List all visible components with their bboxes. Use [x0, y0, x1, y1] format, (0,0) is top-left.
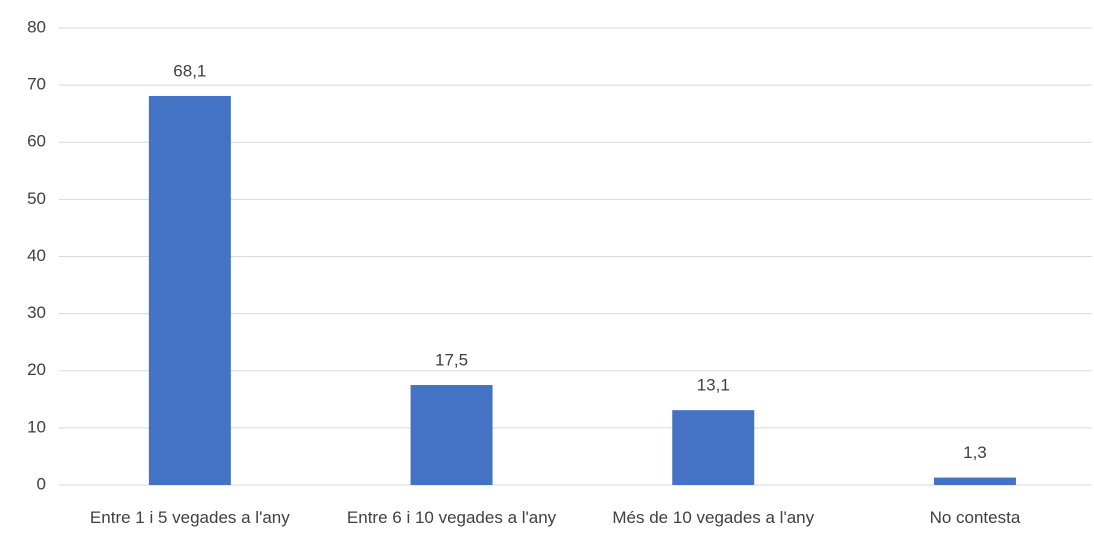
bar — [410, 385, 493, 485]
data-label: 13,1 — [697, 376, 730, 395]
y-tick-label: 70 — [27, 75, 46, 94]
y-tick-label: 80 — [27, 17, 46, 36]
bar — [672, 410, 755, 485]
y-tick-label: 0 — [37, 474, 46, 493]
bar — [148, 95, 231, 485]
bar — [933, 477, 1016, 485]
data-label: 17,5 — [435, 351, 468, 370]
y-tick-label: 60 — [27, 132, 46, 151]
data-label: 1,3 — [963, 443, 987, 462]
x-tick-label: Entre 6 i 10 vegades a l'any — [346, 508, 557, 527]
y-tick-label: 50 — [27, 189, 46, 208]
y-tick-label: 40 — [27, 246, 46, 265]
x-tick-label: No contesta — [929, 508, 1021, 527]
y-tick-label: 20 — [27, 360, 46, 379]
y-tick-label: 30 — [27, 303, 46, 322]
x-tick-label: Entre 1 i 5 vegades a l'any — [89, 508, 290, 527]
x-tick-label: Més de 10 vegades a l'any — [612, 508, 815, 527]
y-tick-label: 10 — [27, 417, 46, 436]
data-label: 68,1 — [173, 61, 206, 80]
